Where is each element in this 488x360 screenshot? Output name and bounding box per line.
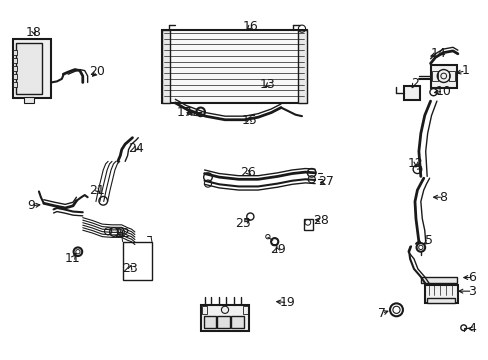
Text: 6: 6	[468, 271, 475, 284]
Text: 22: 22	[114, 227, 129, 240]
Bar	[13, 82, 17, 87]
Text: 15: 15	[241, 114, 257, 127]
Text: 2: 2	[410, 77, 418, 90]
Bar	[13, 74, 17, 79]
Text: 25: 25	[235, 216, 251, 230]
Bar	[424, 285, 457, 303]
Text: 13: 13	[260, 78, 275, 91]
Bar	[420, 277, 456, 283]
Bar	[426, 298, 454, 303]
Text: 5: 5	[424, 234, 432, 247]
Text: 24: 24	[128, 142, 144, 155]
Text: 21: 21	[89, 184, 105, 197]
Bar	[162, 30, 170, 103]
Bar	[430, 64, 456, 88]
Bar	[431, 71, 437, 81]
Bar	[217, 316, 229, 328]
Text: 26: 26	[240, 166, 256, 179]
Text: 4: 4	[468, 322, 475, 335]
Text: 3: 3	[468, 285, 475, 298]
Bar	[201, 306, 206, 314]
Bar	[304, 220, 312, 230]
Bar	[298, 30, 306, 103]
Bar	[16, 43, 42, 94]
Bar	[230, 316, 243, 328]
Text: 10: 10	[434, 85, 450, 98]
Bar	[13, 50, 17, 55]
Text: 17: 17	[177, 106, 193, 119]
Text: 14: 14	[429, 47, 446, 60]
Text: 27: 27	[318, 175, 334, 188]
Bar	[13, 40, 51, 98]
Text: 1: 1	[461, 64, 468, 77]
Text: 28: 28	[313, 214, 329, 227]
Text: 9: 9	[27, 199, 35, 212]
Bar	[243, 306, 247, 314]
Bar	[203, 316, 216, 328]
Bar	[24, 97, 34, 103]
Text: 11: 11	[65, 252, 81, 265]
Bar	[404, 86, 419, 100]
Text: 12: 12	[407, 157, 423, 170]
Bar	[13, 58, 17, 63]
Bar	[13, 66, 17, 71]
Bar	[122, 242, 152, 280]
Text: 19: 19	[279, 296, 295, 309]
Text: 20: 20	[89, 65, 105, 78]
Bar	[448, 71, 454, 81]
Text: 8: 8	[438, 191, 447, 204]
Text: 7: 7	[377, 307, 385, 320]
Text: 23: 23	[122, 262, 138, 275]
Bar	[200, 305, 249, 330]
Bar	[162, 30, 306, 103]
Text: 18: 18	[26, 26, 42, 39]
Text: 29: 29	[269, 243, 285, 256]
Text: 16: 16	[242, 20, 258, 33]
